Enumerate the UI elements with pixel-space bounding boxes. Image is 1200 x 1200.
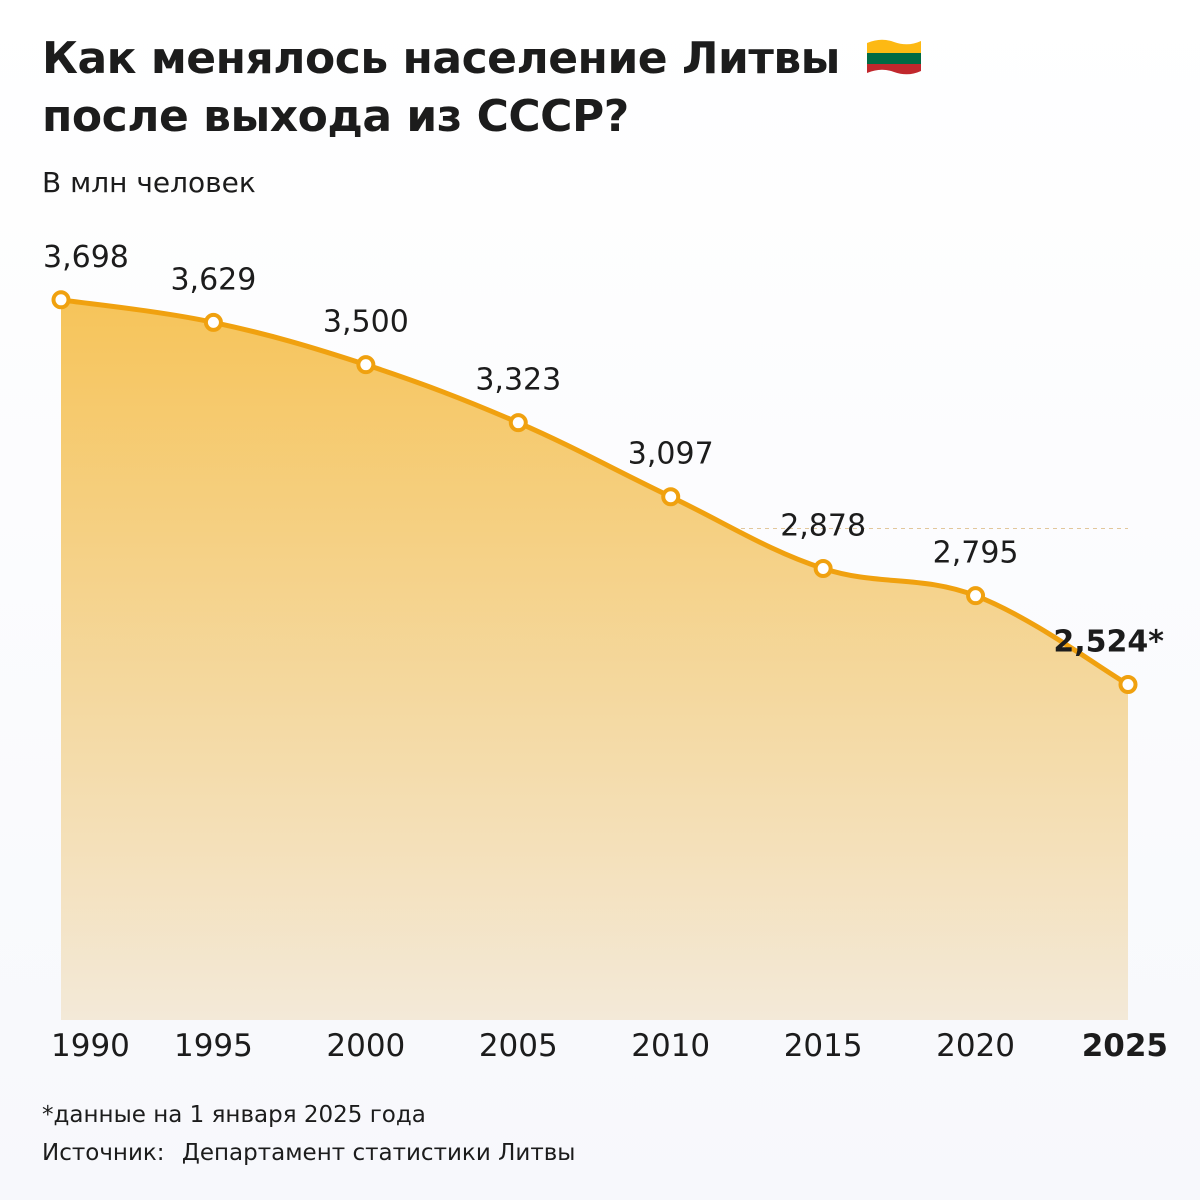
x-tick-label: 2020	[936, 1028, 1015, 1064]
data-label: 2,524*	[1053, 624, 1164, 659]
data-label: 3,500	[323, 305, 409, 340]
data-point	[1118, 674, 1138, 694]
population-area-chart: 3,698 3,629 3,500 3,323 3,097 2,878 2,795 2,524…	[43, 240, 1168, 1064]
data-labels: 3,698 3,629 3,500 3,323 3,097 2,878 2,795 2,524…	[43, 240, 1164, 660]
chart-subtitle: В млн человек	[42, 166, 256, 199]
x-axis-tick-labels: 1990 1995 2000 2005 2010 2015 2020 2025	[51, 1028, 1168, 1064]
source-name: Департамент статистики Литвы	[181, 1140, 576, 1166]
chart-title: Как менялось население Литвы после выход…	[42, 30, 1122, 146]
x-tick-label: 2005	[479, 1028, 558, 1064]
data-label: 3,629	[170, 262, 256, 297]
lithuania-flag-icon	[866, 39, 921, 75]
data-label: 2,878	[780, 508, 866, 543]
source-note: Источник: Департамент статистики Литвы	[42, 1138, 575, 1168]
footnote: *данные на 1 января 2025 года	[42, 1102, 426, 1128]
data-point	[51, 290, 71, 310]
x-tick-label: 2010	[631, 1028, 710, 1064]
data-point	[356, 355, 376, 375]
data-label: 2,795	[933, 536, 1019, 571]
title-line-1: Как менялось население Литвы	[42, 33, 840, 84]
source-label: Источник:	[42, 1140, 165, 1166]
data-point	[661, 487, 681, 507]
data-label: 3,323	[475, 363, 561, 398]
x-tick-label: 2025	[1082, 1028, 1168, 1064]
x-tick-label: 2000	[326, 1028, 405, 1064]
population-area	[61, 299, 1128, 1020]
x-tick-label: 1990	[51, 1028, 130, 1064]
data-label: 3,698	[43, 240, 129, 275]
population-line	[58, 297, 1131, 687]
data-points	[51, 290, 1138, 694]
data-point	[508, 413, 528, 433]
data-point	[203, 312, 223, 332]
data-point	[813, 558, 833, 578]
data-label: 3,097	[628, 437, 714, 472]
data-point	[966, 586, 986, 606]
title-line-2: после выхода из СССР?	[42, 91, 629, 142]
x-tick-label: 2015	[784, 1028, 863, 1064]
x-tick-label: 1995	[174, 1028, 253, 1064]
